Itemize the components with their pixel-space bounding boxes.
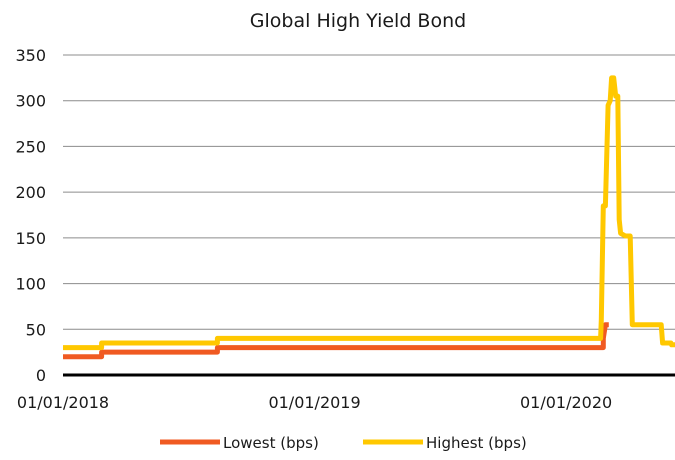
x-tick-label: 01/01/2018 xyxy=(17,393,109,412)
gridlines xyxy=(63,54,675,330)
y-tick-label: 350 xyxy=(15,46,46,65)
series-lines xyxy=(63,75,675,360)
y-tick-label: 100 xyxy=(15,275,46,294)
legend-label: Lowest (bps) xyxy=(223,434,319,452)
y-tick-label: 0 xyxy=(36,366,46,385)
legend: Lowest (bps) Highest (bps) xyxy=(160,434,527,452)
y-tick-label: 150 xyxy=(15,229,46,248)
y-axis-ticks: 0 50 100 150 200 250 300 350 xyxy=(15,46,46,385)
chart-title: Global High Yield Bond xyxy=(250,10,466,32)
series-line-lowest xyxy=(63,322,609,360)
x-tick-label: 01/01/2020 xyxy=(520,393,612,412)
series-line-highest xyxy=(63,75,675,351)
legend-label: Highest (bps) xyxy=(426,434,527,452)
y-tick-label: 250 xyxy=(15,137,46,156)
x-axis-ticks: 01/01/2018 01/01/2019 01/01/2020 xyxy=(17,393,612,412)
y-tick-label: 200 xyxy=(15,183,46,202)
y-tick-label: 50 xyxy=(26,320,46,339)
x-tick-label: 01/01/2019 xyxy=(268,393,360,412)
y-tick-label: 300 xyxy=(15,92,46,111)
